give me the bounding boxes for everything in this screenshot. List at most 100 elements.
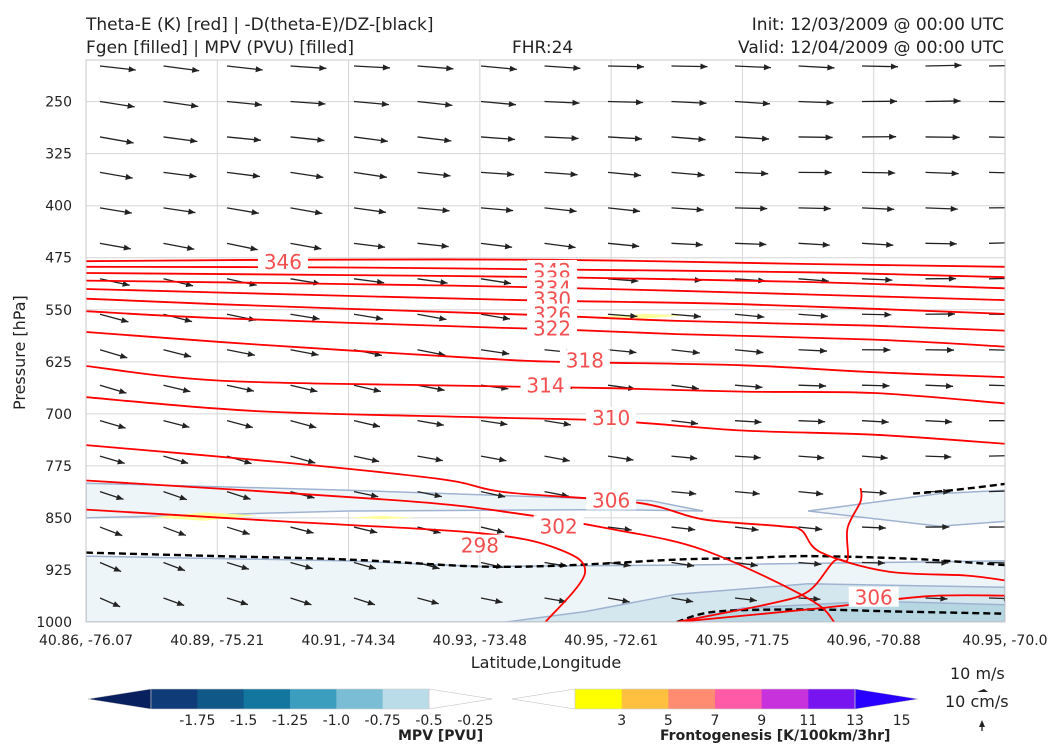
dthetae-dz-contour <box>913 482 1005 495</box>
theta-e-label-bg <box>848 586 899 607</box>
fgen-colorbar-tick-label: 11 <box>799 713 817 729</box>
fgen-colorbar-tick-label: 15 <box>893 713 911 729</box>
y-tick-label: 250 <box>45 95 72 111</box>
wind-arrow <box>353 136 388 144</box>
wind-arrow <box>417 384 445 392</box>
y-tick-label: 550 <box>45 303 72 319</box>
mpv-colorbar-swatch <box>243 689 291 709</box>
wind-arrow <box>480 420 508 427</box>
fgen-colorbar-swatch <box>761 689 809 709</box>
wind-arrow <box>353 490 379 499</box>
wind-arrow <box>734 561 758 568</box>
wind-arrow <box>163 490 188 501</box>
wind-arrow <box>417 455 443 463</box>
mpv-colorbar-tick-label: -0.5 <box>415 713 442 729</box>
wind-arrow <box>798 205 831 212</box>
wind-arrow <box>99 597 121 608</box>
theta-e-label: 310 <box>592 406 630 430</box>
theta-e-label: 306 <box>592 489 630 513</box>
wind-arrow <box>988 420 1005 422</box>
fgen-colorbar-tick-label: 13 <box>846 713 864 729</box>
x-tick-label: 40.95, -71.75 <box>695 633 789 649</box>
wind-arrow <box>417 171 451 179</box>
wind-arrow <box>671 206 704 213</box>
mpv-colorbar-outline <box>150 688 430 710</box>
wind-arrow <box>925 595 948 602</box>
wind-arrow <box>163 207 196 215</box>
wind-arrow <box>480 135 516 142</box>
mpv-colorbar-title: MPV [PVU] <box>398 728 484 744</box>
wind-arrow <box>163 65 200 73</box>
theta-e-label-bg <box>559 349 610 370</box>
axis-ticks: 40.86, -76.07 40.89, -75.21 40.91, -74.34 4… <box>36 95 1047 649</box>
wind-arrow <box>734 348 764 355</box>
wind-arrow <box>226 100 262 108</box>
wind-arrow <box>163 384 191 393</box>
y-axis-label: Pressure [hPa] <box>10 295 29 410</box>
wind-arrow <box>798 490 824 497</box>
wind-arrow <box>417 136 452 144</box>
wind-arrow <box>925 98 961 105</box>
wind-arrow <box>925 134 960 141</box>
wind-arrow <box>607 312 638 319</box>
wind-arrow <box>99 313 129 323</box>
wind-arrow <box>417 65 454 72</box>
wind-arrow <box>798 560 822 567</box>
valid-time: Valid: 12/04/2009 @ 00:00 UTC <box>738 38 1004 58</box>
wind-arrow <box>988 136 1005 139</box>
wind-arrow <box>290 171 324 180</box>
quiver-key-arrows <box>977 689 988 731</box>
wind-arrow <box>417 242 449 249</box>
wind-arrow <box>607 348 637 355</box>
x-axis-label: Latitude,Longitude <box>470 653 622 672</box>
theta-e-contour <box>86 331 1005 378</box>
wind-arrow <box>480 207 514 214</box>
wind-arrow <box>417 597 439 605</box>
wind-arrow <box>99 278 130 287</box>
y-tick-label: 400 <box>45 199 72 215</box>
plot-frame <box>85 59 1006 623</box>
y-tick-label: 775 <box>45 459 72 475</box>
colorbars: -1.75 -1.5 -1.25 -1.0 -0.75 -0.5 -0.25 3 5 7 9 11 13… <box>87 688 919 729</box>
wind-arrow <box>798 64 835 71</box>
wind-arrow <box>925 240 957 247</box>
wind-arrow <box>861 489 887 496</box>
wind-arrow <box>734 418 762 425</box>
wind-arrow <box>988 171 1005 174</box>
wind-arrow <box>544 207 577 214</box>
wind-arrow <box>798 454 825 461</box>
wind-arrow <box>544 420 571 427</box>
wind-arrow <box>226 490 251 500</box>
wind-arrow <box>988 207 1005 209</box>
wind-arrow <box>734 596 757 603</box>
wind-arrow <box>861 276 893 283</box>
wind-arrow <box>226 526 250 536</box>
wind-arrow <box>290 455 316 465</box>
wind-arrow <box>290 100 326 107</box>
wind-arrow <box>734 454 761 461</box>
contour-labels: 3463423383343303263223183143103063022983… <box>257 250 899 610</box>
wind-arrow <box>861 382 890 389</box>
wind-arrow <box>480 597 503 604</box>
wind-arrow <box>480 526 505 534</box>
wind-arrow <box>734 313 765 320</box>
mpv-colorbar-tick-label: -1.25 <box>272 713 308 729</box>
wind-arrow <box>99 207 132 215</box>
theta-e-label-bg <box>586 407 637 428</box>
wind-arrow <box>798 347 828 354</box>
wind-arrow <box>417 278 448 286</box>
wind-arrow <box>544 99 580 106</box>
wind-arrow <box>861 169 896 176</box>
mpv-colorbar-swatch <box>290 689 337 709</box>
wind-arrow <box>861 418 889 425</box>
wind-arrow <box>925 453 952 460</box>
theta-e-contour <box>86 365 1005 405</box>
x-tick-label: 40.93, -73.48 <box>433 633 527 649</box>
y-tick-label: 625 <box>45 355 72 371</box>
theta-e-label: 318 <box>566 348 604 372</box>
wind-arrow <box>925 275 956 282</box>
forecast-hour: FHR:24 <box>512 38 574 58</box>
wind-arrow <box>861 311 892 318</box>
wind-arrow <box>607 207 641 214</box>
y-tick-label: 925 <box>45 563 72 579</box>
